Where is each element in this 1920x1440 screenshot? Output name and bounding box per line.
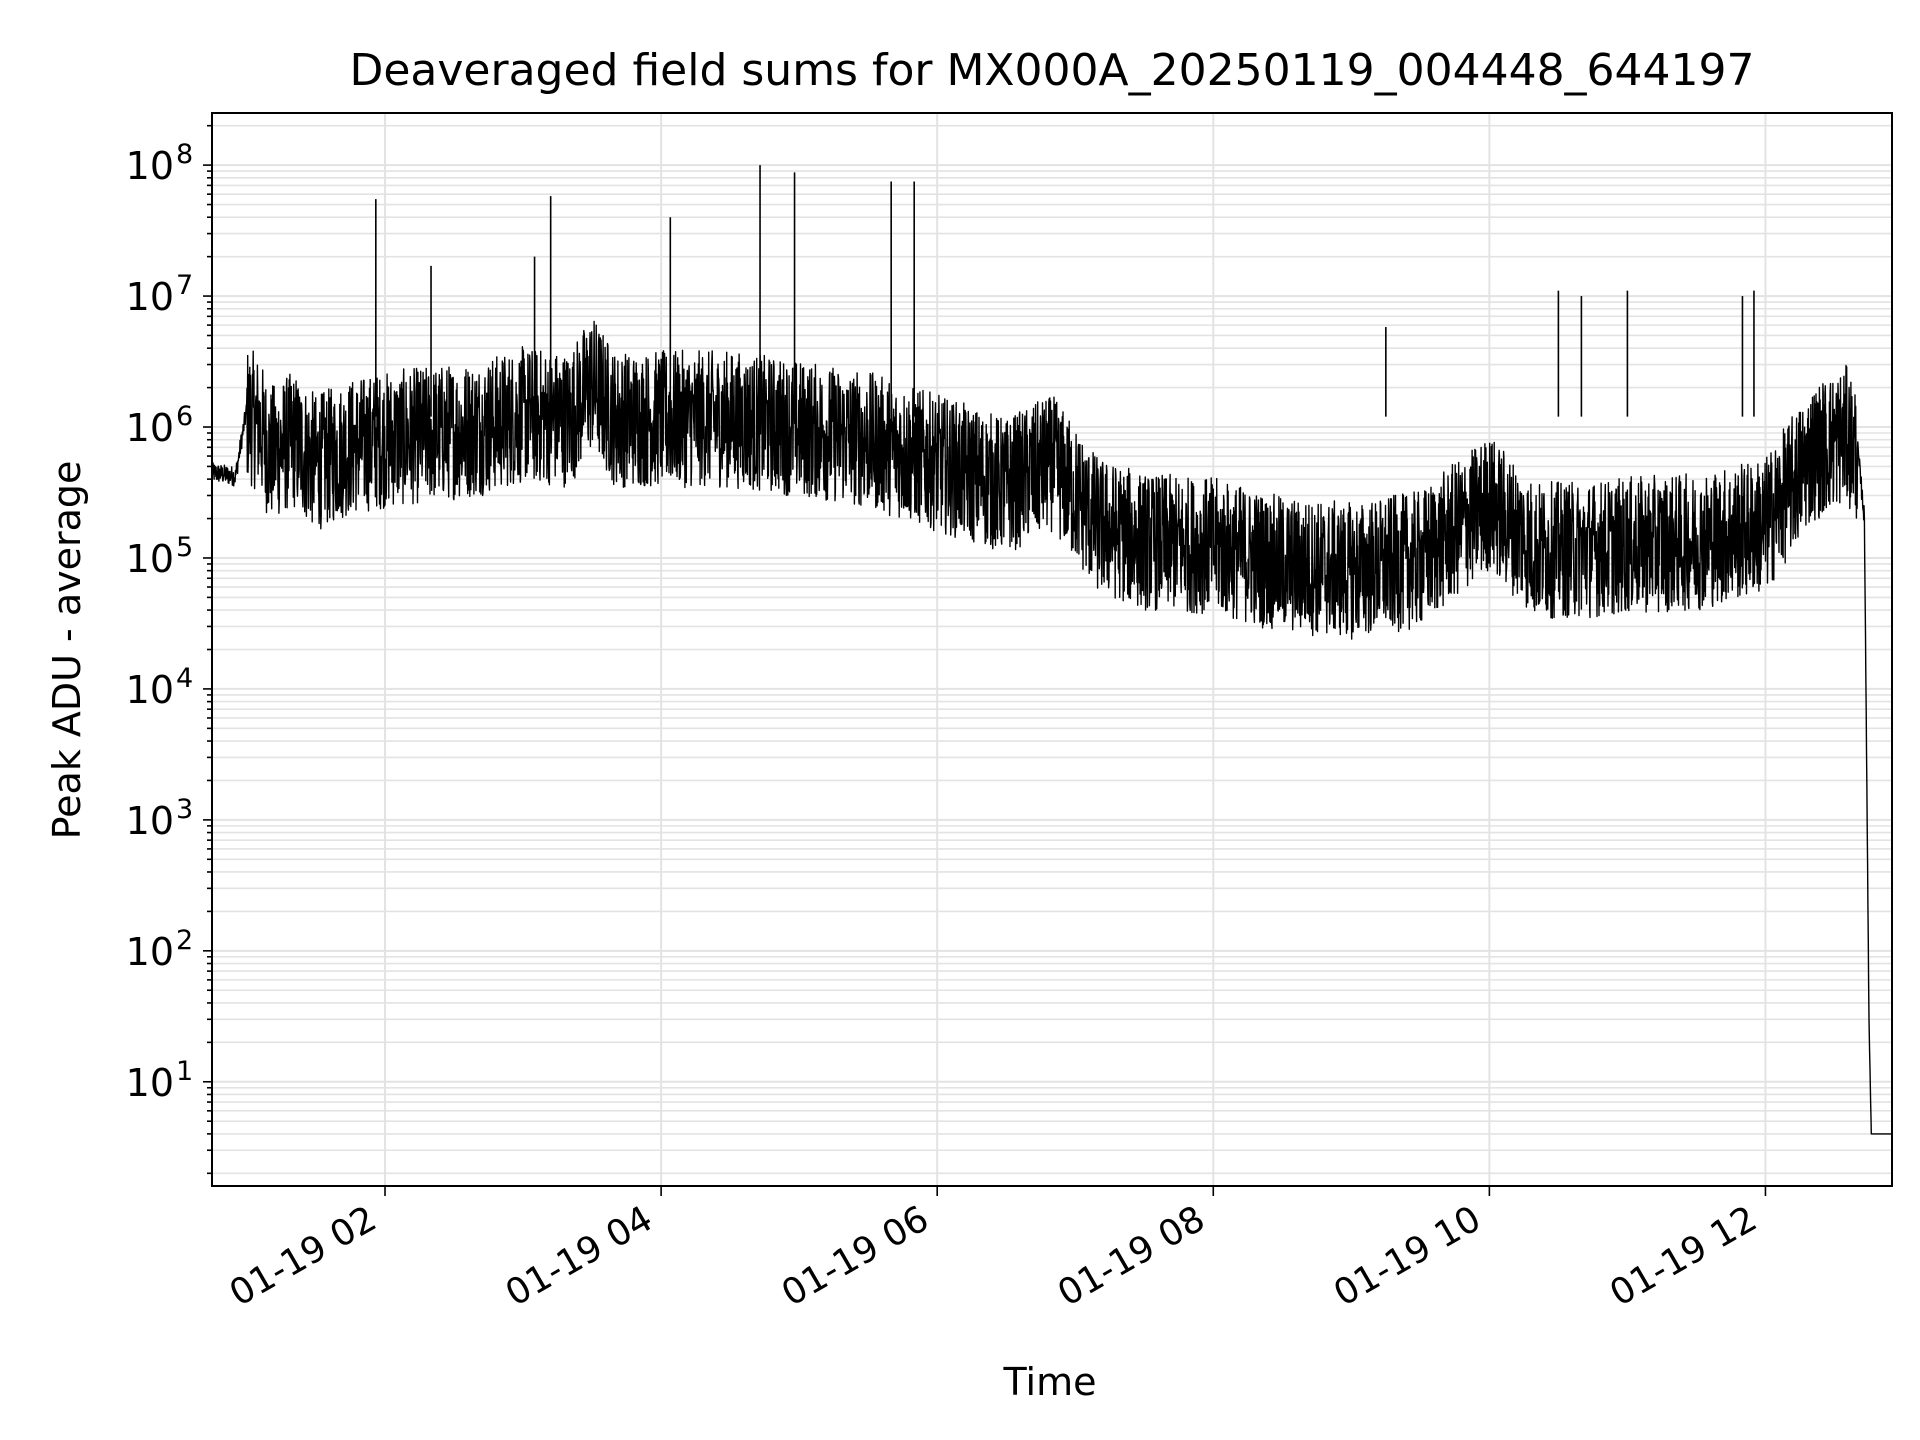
y-tick-label: 107: [126, 270, 194, 319]
y-tick-label: 105: [126, 532, 194, 581]
y-tick-label: 103: [126, 794, 194, 843]
x-axis-label: Time: [1003, 1360, 1097, 1404]
y-axis-label: Peak ADU - average: [45, 461, 89, 840]
series: [211, 165, 1893, 1135]
chart-title: Deaveraged field sums for MX000A_2025011…: [349, 45, 1754, 96]
series-line: [211, 320, 1893, 1135]
y-tick-label: 104: [126, 663, 194, 712]
y-tick-label: 102: [126, 925, 194, 974]
y-tick-label: 106: [126, 401, 194, 450]
y-tick-label: 108: [126, 139, 194, 188]
y-tick-label: 101: [126, 1056, 194, 1105]
